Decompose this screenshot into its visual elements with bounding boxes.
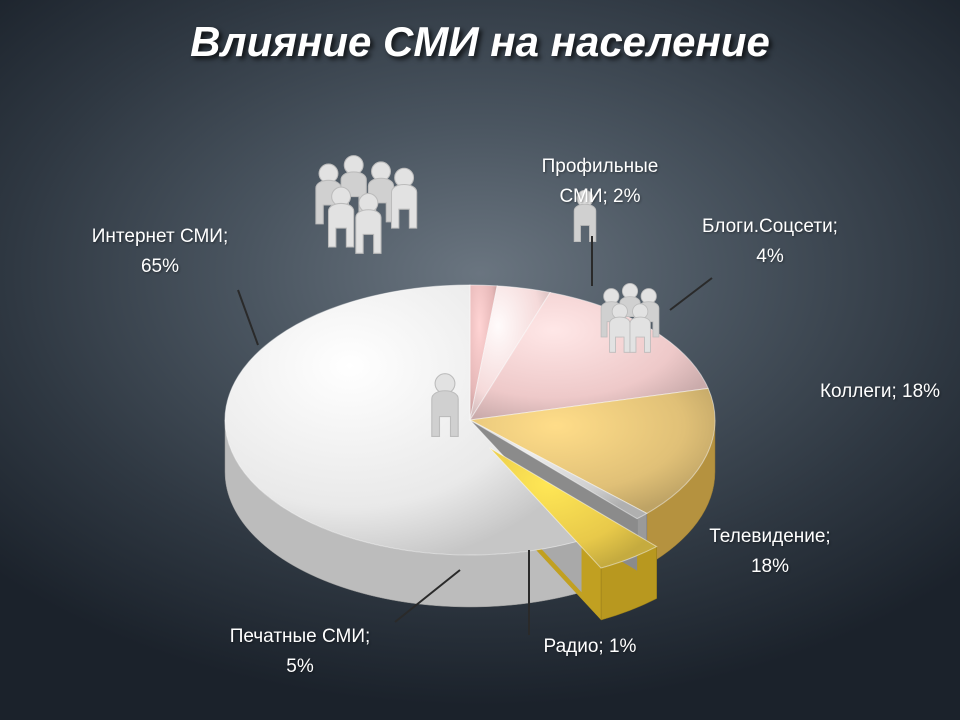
slice-label: Печатные СМИ; 5% bbox=[180, 622, 420, 683]
leader-line bbox=[238, 290, 258, 345]
slice-label: Профильные СМИ; 2% bbox=[480, 152, 720, 213]
slide-stage: Влияние СМИ на население Профильные СМИ;… bbox=[0, 0, 960, 720]
slice-label: Радио; 1% bbox=[470, 632, 710, 662]
person-icon bbox=[356, 193, 381, 253]
person-icon bbox=[392, 168, 417, 228]
pie-chart bbox=[0, 0, 960, 720]
slice-label: Блоги.Соцсети; 4% bbox=[650, 212, 890, 273]
slice-label: Телевидение; 18% bbox=[650, 522, 890, 583]
leader-line bbox=[670, 278, 712, 310]
slice-label: Коллеги; 18% bbox=[760, 377, 960, 407]
slice-label: Интернет СМИ; 65% bbox=[40, 222, 280, 283]
person-icon bbox=[329, 187, 354, 247]
